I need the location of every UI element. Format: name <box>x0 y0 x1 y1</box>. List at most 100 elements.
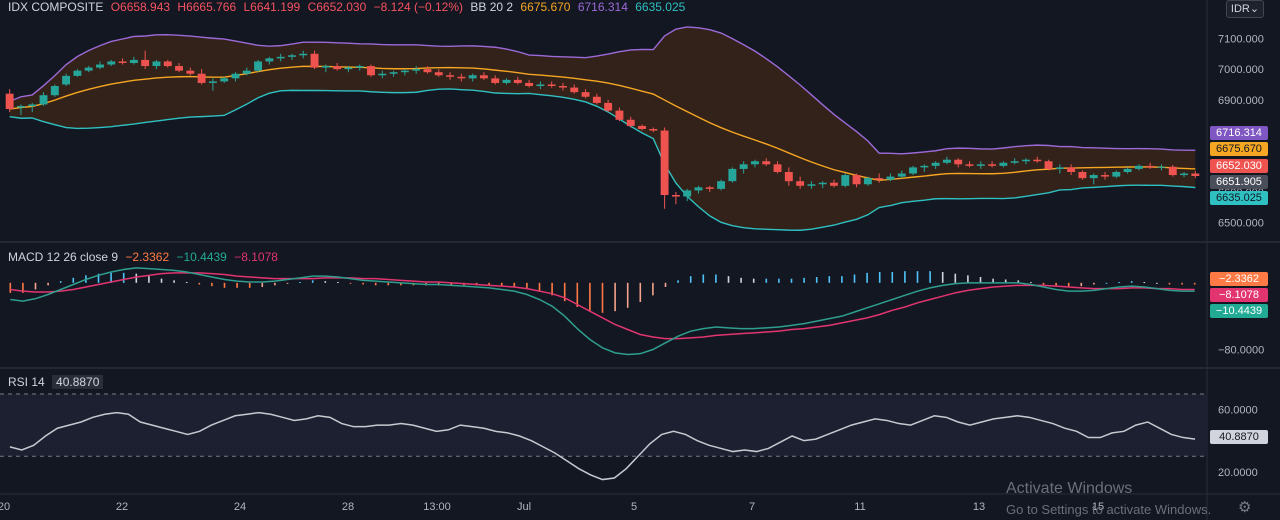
price-pane[interactable] <box>5 26 1200 231</box>
candle-body <box>671 195 680 197</box>
macd-hist-bar <box>979 277 982 283</box>
candle-body <box>976 164 985 166</box>
macd-hist-bar <box>274 282 276 286</box>
candle-body <box>107 61 116 65</box>
candle-body <box>965 164 974 166</box>
price-tick-label: 6900.000 <box>1218 95 1264 107</box>
macd-hist-bar <box>299 282 301 283</box>
candle-body <box>909 167 917 174</box>
macd-label[interactable]: MACD 12 26 close 9 <box>8 250 119 264</box>
macd-hist-bar <box>828 276 831 283</box>
candle-body <box>1078 171 1087 179</box>
macd-pane[interactable] <box>9 267 1196 356</box>
rsi-pane[interactable] <box>0 393 1207 481</box>
candle-body <box>1134 165 1143 169</box>
candle-body <box>1067 167 1076 172</box>
watermark-title: Activate Windows <box>1006 480 1133 497</box>
macd-hist-bar <box>337 282 339 283</box>
candle-body <box>683 190 692 197</box>
candle-body <box>750 161 759 165</box>
macd-hist-bar <box>689 276 692 283</box>
candle-body <box>1180 173 1189 176</box>
macd-hist-bar <box>891 272 894 283</box>
symbol-name[interactable]: IDX COMPOSITE <box>8 0 104 14</box>
macd-tick-label: −80.0000 <box>1218 345 1264 357</box>
candle-body <box>886 176 895 180</box>
gear-icon[interactable]: ⚙ <box>1238 499 1252 516</box>
open-value: O6658.943 <box>110 0 171 14</box>
candle-body <box>942 159 951 163</box>
candle-body <box>62 75 71 85</box>
rsi-tick-label: 60.0000 <box>1218 405 1258 417</box>
candle-body <box>231 73 240 79</box>
bb-label[interactable]: BB 20 2 <box>470 0 514 14</box>
candle-body <box>581 92 590 97</box>
macd-hist-bar <box>286 282 289 284</box>
candle-body <box>321 66 330 68</box>
macd-signal-value: −8.1078 <box>234 250 278 264</box>
macd-hist-bar <box>1080 282 1083 287</box>
macd-hist-bar <box>160 278 163 283</box>
change-value: −8.124 (−0.12%) <box>373 0 464 14</box>
macd-signal-badge: −8.1078 <box>1210 288 1268 302</box>
candle-body <box>536 84 545 87</box>
candle-body <box>638 125 646 129</box>
candle-body <box>220 78 229 82</box>
macd-hist-bar <box>47 282 49 286</box>
candle-body <box>773 164 782 172</box>
candle-body <box>491 78 500 83</box>
macd-hist-bar <box>110 272 112 283</box>
candle-body <box>400 70 409 73</box>
time-tick-label: 24 <box>234 501 246 513</box>
macd-hist-bar <box>122 272 125 283</box>
time-tick-label: 28 <box>342 501 354 513</box>
macd-hist-bar <box>1030 282 1032 283</box>
candle-body <box>367 66 375 76</box>
candle-body <box>1168 166 1177 176</box>
rsi-legend: RSI 14 40.8870 <box>8 375 107 389</box>
candle-body <box>5 93 14 110</box>
candle-body <box>897 173 906 177</box>
candle-body <box>276 56 285 59</box>
time-tick-label: 11 <box>854 501 865 513</box>
candle-body <box>762 161 771 165</box>
watermark-subtitle: Go to Settings to activate Windows. <box>1006 502 1212 517</box>
candle-body <box>1157 166 1166 168</box>
rsi-badge: 40.8870 <box>1210 430 1268 444</box>
candle-body <box>830 182 838 186</box>
macd-hist-bar <box>223 282 226 288</box>
price-tick-label: 7100.000 <box>1218 33 1264 45</box>
candle-body <box>389 72 398 74</box>
macd-hist-bar <box>790 278 793 283</box>
candle-body <box>378 73 387 76</box>
macd-hist-bar <box>929 271 931 283</box>
macd-hist-bar <box>601 282 604 313</box>
macd-hist-bar <box>715 274 717 283</box>
time-tick-label: 13:00 <box>423 501 451 513</box>
macd-hist-bar <box>702 274 705 283</box>
currency-dropdown[interactable]: IDR⌄ <box>1226 0 1264 18</box>
macd-hist-bar <box>261 282 264 287</box>
candle-body <box>660 130 669 196</box>
low-value: L6641.199 <box>243 0 301 14</box>
macd-line <box>10 267 1195 356</box>
candle-body <box>186 70 195 74</box>
candle-body <box>288 55 296 57</box>
macd-legend: MACD 12 26 close 9 −2.3362 −10.4439 −8.1… <box>8 250 282 264</box>
candle-body <box>604 102 613 111</box>
candle-body <box>1089 175 1098 179</box>
candle-body <box>208 81 217 83</box>
rsi-label[interactable]: RSI 14 <box>8 375 45 389</box>
macd-hist-bar <box>992 278 994 283</box>
macd-hist-bar <box>362 282 364 285</box>
bb-basis-badge: 6675.670 <box>1210 142 1268 156</box>
macd-hist-bar <box>324 281 327 283</box>
candle-body <box>129 59 138 63</box>
candle-body <box>1022 159 1030 162</box>
macd-hist-bar <box>9 282 12 293</box>
macd-hist-bar <box>1118 282 1120 283</box>
price-legend: IDX COMPOSITE O6658.943 H6665.766 L6641.… <box>8 0 689 14</box>
macd-hist-bar <box>576 282 579 307</box>
candle-body <box>818 182 827 185</box>
